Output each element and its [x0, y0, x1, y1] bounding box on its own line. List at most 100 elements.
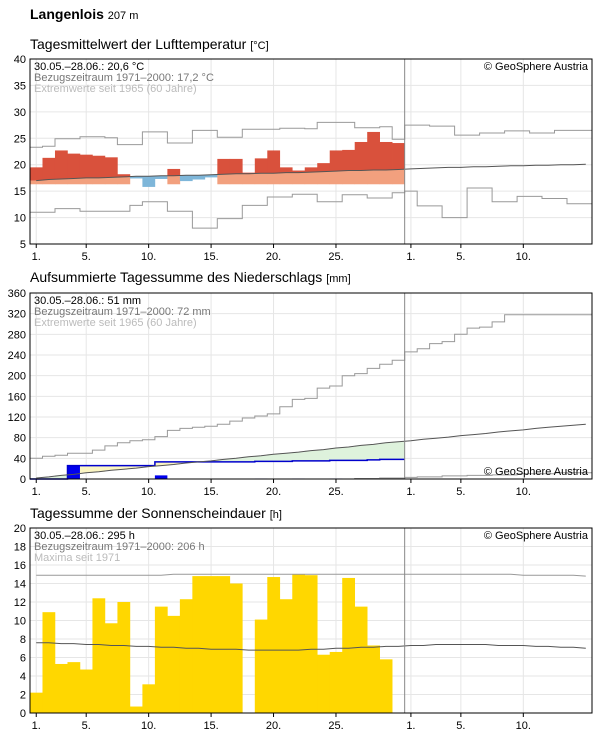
temp-xtick-label: 15.: [203, 251, 218, 263]
precip-anomaly-area: [254, 455, 268, 462]
temp-normal-bar: [242, 173, 256, 185]
temp-ytick-label: 40: [14, 54, 26, 66]
temp-ytick-label: 5: [20, 239, 26, 251]
precip-ytick-label: 40: [14, 453, 26, 465]
temp-normal-bar: [292, 172, 306, 185]
temp-xtick-label: 20.: [266, 251, 281, 263]
temp-normal-bar: [42, 179, 56, 185]
sun-xtick-label: 10.: [516, 720, 531, 729]
temp-ytick-label: 35: [14, 80, 26, 92]
precip-anomaly-area: [329, 448, 343, 461]
precip-anomaly-area: [292, 452, 306, 461]
sunshine-chart: 0 2 4 6 8 10 12 14 16 18 20 1. 5. 10. 15. 20. 25. 1. 5. 10.…: [14, 523, 593, 729]
temp-anomaly-bar: [292, 170, 306, 173]
temp-xtick-label: 10.: [516, 251, 531, 263]
sun-bar: [142, 684, 156, 713]
sun-bar: [292, 574, 306, 713]
sun-bar: [117, 602, 131, 713]
sun-xtick-label: 15.: [203, 720, 218, 729]
sun-bar: [367, 645, 380, 713]
temp-ytick-label: 10: [14, 213, 26, 225]
precip-ytick-label: 280: [8, 329, 26, 341]
precip-anomaly-area: [129, 465, 143, 469]
sun-ytick-label: 16: [14, 560, 26, 572]
temp-cold-bar: [192, 175, 206, 180]
temp-normal-bar: [267, 173, 281, 185]
temp-anomaly-bar: [117, 174, 131, 177]
precip-legend-line: 30.05.–28.06.: 51 mm: [34, 295, 141, 307]
temp-anomaly-bar: [217, 158, 231, 175]
temp-normal-bar: [342, 170, 356, 185]
temp-anomaly-bar: [392, 143, 405, 170]
temperature-title-text: Tagesmittelwert der Lufttemperatur: [30, 36, 247, 52]
sun-ytick-label: 14: [14, 579, 26, 591]
temp-anomaly-bar: [229, 158, 243, 174]
sun-xtick-label: 10.: [141, 720, 156, 729]
temp-anomaly-bar: [42, 157, 56, 180]
temp-normal-bar: [67, 178, 81, 185]
precip-anomaly-area: [342, 446, 356, 461]
sun-xtick-label: 5.: [82, 720, 91, 729]
temp-normal-bar: [167, 175, 181, 185]
temperature-chart: 5 10 15 20 25 30 35 40 1. 5. 10. 15. 20. 25. 1. 5. 10. 30…: [14, 54, 593, 263]
sun-copyright: © GeoSphere Austria: [484, 530, 589, 542]
temp-anomaly-bar: [367, 131, 380, 170]
sun-xtick-label: 1.: [32, 720, 41, 729]
precip-anomaly-area: [217, 459, 231, 462]
temp-normal-bar: [392, 169, 405, 185]
sun-bar: [92, 598, 106, 713]
precip-anomaly-area: [167, 461, 181, 465]
sun-bar: [217, 576, 231, 713]
temp-anomaly-bar: [379, 141, 393, 170]
precip-daily-bar: [154, 475, 168, 479]
sunshine-unit: [h]: [269, 509, 282, 521]
station-title: Langenlois 207 m: [30, 6, 138, 22]
precip-anomaly-area: [379, 442, 393, 460]
temperature-title: Tagesmittelwert der Lufttemperatur [°C]: [30, 36, 269, 52]
sun-xtick-label: 5.: [456, 720, 465, 729]
sun-bar: [267, 577, 281, 713]
precip-xtick-label: 25.: [328, 486, 343, 498]
temp-anomaly-bar: [329, 150, 343, 172]
precip-anomaly-area: [279, 453, 293, 462]
precipitation-chart: 0 40 80 120 160 200 240 280 320 360 1. 5. 10. 15. 20. 2…: [8, 288, 593, 498]
precip-xtick-label: 5.: [82, 486, 91, 498]
temp-normal-bar: [217, 174, 231, 185]
temp-legend-line: 30.05.–28.06.: 20,6 °C: [34, 61, 144, 73]
temp-normal-bar: [92, 177, 106, 185]
temp-cold-bar: [129, 176, 143, 179]
temp-xtick-label: 5.: [82, 251, 91, 263]
temp-normal-bar: [329, 171, 343, 185]
temp-xtick-label: 25.: [328, 251, 343, 263]
precip-anomaly-area: [317, 449, 331, 461]
temp-normal-bar: [317, 171, 331, 185]
sun-bar: [379, 659, 393, 713]
temp-xtick-label: 5.: [456, 251, 465, 263]
sun-bar: [342, 577, 356, 713]
temp-anomaly-bar: [67, 153, 81, 179]
temp-normal-bar: [367, 170, 380, 185]
temp-normal-bar: [254, 173, 268, 185]
precip-anomaly-area: [242, 456, 256, 462]
precip-anomaly-area: [92, 465, 106, 472]
sun-max-line: [36, 573, 586, 577]
precip-anomaly-area: [117, 465, 131, 470]
sun-ytick-label: 6: [20, 653, 26, 665]
temp-ytick-label: 25: [14, 133, 26, 145]
precip-anomaly-area: [367, 444, 380, 460]
precip-ytick-label: 240: [8, 350, 26, 362]
sun-bar: [79, 669, 93, 713]
sun-frame: [29, 527, 593, 714]
precip-anomaly-area: [154, 461, 168, 466]
precipitation-unit: [mm]: [326, 273, 351, 285]
temp-max-extreme-line: [30, 121, 592, 148]
temp-anomaly-bar: [92, 155, 106, 178]
temp-normal-bar: [354, 170, 368, 185]
precip-xtick-label: 10.: [516, 486, 531, 498]
sun-bar: [304, 575, 318, 713]
temp-normal-bar: [117, 176, 131, 185]
temp-frame: [29, 58, 593, 245]
precip-anomaly-area: [79, 465, 93, 473]
temp-xtick-label: 1.: [32, 251, 41, 263]
sun-bar: [104, 623, 118, 713]
